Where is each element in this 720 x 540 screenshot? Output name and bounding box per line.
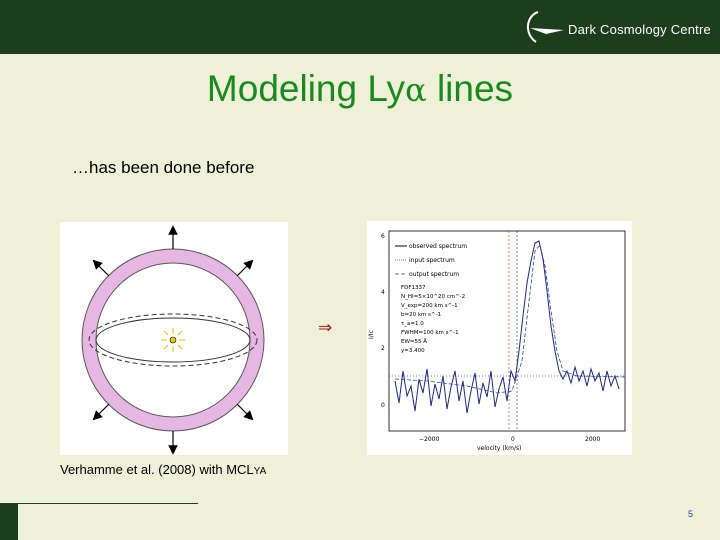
title-end: lines: [426, 68, 514, 109]
output-spectrum-line: [394, 244, 626, 394]
svg-text:V_exp=200 km s^-1: V_exp=200 km s^-1: [401, 303, 458, 309]
y-tick-6: 6: [381, 233, 385, 240]
dark-cosmology-centre-logo: Dark Cosmology Centre: [518, 8, 718, 50]
logo-text: Dark Cosmology Centre: [568, 22, 711, 37]
svg-text:FWHM=100 km s^-1: FWHM=100 km s^-1: [401, 330, 459, 336]
svg-text:b=20 km s^-1: b=20 km s^-1: [401, 312, 441, 318]
x-tick-2000: 2000: [585, 436, 600, 443]
svg-text:y=3.400: y=3.400: [401, 348, 425, 354]
title-main: Modeling Ly: [206, 68, 406, 109]
y-tick-4: 4: [381, 289, 385, 296]
y-axis-label: I/Ic: [368, 330, 375, 339]
header-bar: Dark Cosmology Centre: [0, 0, 720, 54]
y-tick-0: 0: [381, 402, 385, 409]
title-greek-alpha: α: [405, 71, 427, 109]
x-axis-label: velocity (km/s): [477, 445, 522, 452]
footer-divider: [18, 503, 198, 504]
svg-text:FDF1337: FDF1337: [401, 285, 426, 291]
svg-text:N_HI=5×10^20 cm^-2: N_HI=5×10^20 cm^-2: [401, 294, 465, 300]
x-tick-minus-2000: −2000: [419, 436, 439, 443]
outflow-arrows: [92, 225, 254, 455]
caption-text: Verhamme et al. (2008) with MCL: [60, 462, 254, 477]
spectrum-legend: observed spectrum input spectrum output …: [395, 243, 467, 278]
fit-parameters: FDF1337 N_HI=5×10^20 cm^-2 V_exp=200 km …: [401, 285, 465, 354]
central-source-icon: [161, 328, 185, 352]
legend-input: input spectrum: [409, 257, 455, 264]
legend-output: output spectrum: [409, 271, 459, 278]
lya-spectrum-plot: I/Ic 6 4 2 0 −2000 0 2000 velocity (km/s…: [367, 221, 632, 455]
slide-title: Modeling Lyα lines: [0, 68, 720, 110]
crescent-logo-icon: [527, 11, 564, 43]
page-number: 5: [688, 509, 694, 519]
footer-accent-bar: [0, 503, 18, 540]
legend-observed: observed spectrum: [409, 243, 467, 250]
svg-text:EW=55 Å: EW=55 Å: [401, 338, 427, 345]
observed-spectrum-line: [394, 240, 620, 414]
caption-smallcaps: YA: [253, 466, 267, 477]
expanding-shell-diagram: [60, 222, 288, 455]
implies-arrow: ⇒: [318, 318, 333, 338]
svg-text:τ_a=1.0: τ_a=1.0: [401, 321, 424, 327]
bullet-text: …has been done before: [72, 158, 255, 177]
x-tick-0: 0: [511, 436, 515, 443]
figure-caption: Verhamme et al. (2008) with MCLYA: [60, 462, 266, 477]
y-tick-2: 2: [381, 345, 385, 352]
